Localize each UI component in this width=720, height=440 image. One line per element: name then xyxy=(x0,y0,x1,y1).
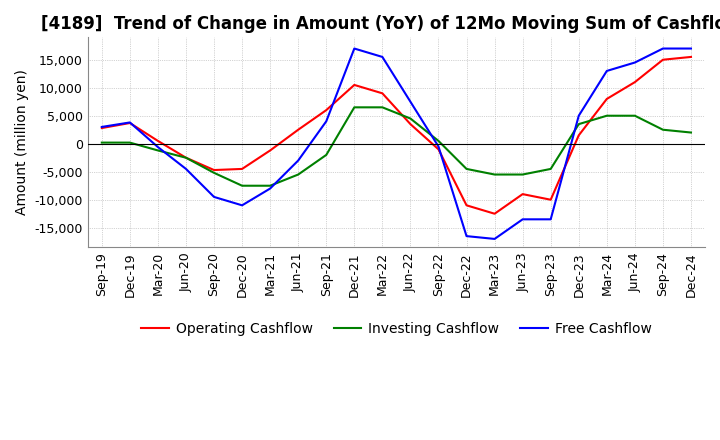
Investing Cashflow xyxy=(518,172,527,177)
Investing Cashflow xyxy=(266,183,274,188)
Operating Cashflow xyxy=(350,82,359,88)
Free Cashflow xyxy=(294,158,302,163)
Line: Operating Cashflow: Operating Cashflow xyxy=(102,57,691,214)
Investing Cashflow xyxy=(350,105,359,110)
Investing Cashflow xyxy=(294,172,302,177)
Investing Cashflow xyxy=(434,138,443,143)
Investing Cashflow xyxy=(210,170,218,176)
Free Cashflow xyxy=(603,68,611,73)
Investing Cashflow xyxy=(603,113,611,118)
Operating Cashflow xyxy=(181,155,190,160)
Free Cashflow xyxy=(125,120,134,125)
Line: Investing Cashflow: Investing Cashflow xyxy=(102,107,691,186)
Free Cashflow xyxy=(575,113,583,118)
Operating Cashflow xyxy=(546,197,555,202)
Line: Free Cashflow: Free Cashflow xyxy=(102,48,691,239)
Free Cashflow xyxy=(406,99,415,104)
Operating Cashflow xyxy=(238,166,246,172)
Investing Cashflow xyxy=(406,116,415,121)
Operating Cashflow xyxy=(322,107,330,113)
Free Cashflow xyxy=(462,234,471,239)
Investing Cashflow xyxy=(378,105,387,110)
Operating Cashflow xyxy=(294,127,302,132)
Free Cashflow xyxy=(153,144,162,150)
Free Cashflow xyxy=(378,54,387,59)
Operating Cashflow xyxy=(490,211,499,216)
Free Cashflow xyxy=(97,124,106,129)
Operating Cashflow xyxy=(518,191,527,197)
Investing Cashflow xyxy=(575,121,583,127)
Operating Cashflow xyxy=(631,80,639,85)
Free Cashflow xyxy=(350,46,359,51)
Operating Cashflow xyxy=(266,148,274,153)
Legend: Operating Cashflow, Investing Cashflow, Free Cashflow: Operating Cashflow, Investing Cashflow, … xyxy=(135,316,657,341)
Free Cashflow xyxy=(210,194,218,200)
Investing Cashflow xyxy=(97,140,106,145)
Operating Cashflow xyxy=(153,138,162,143)
Free Cashflow xyxy=(266,186,274,191)
Operating Cashflow xyxy=(687,54,696,59)
Title: [4189]  Trend of Change in Amount (YoY) of 12Mo Moving Sum of Cashflows: [4189] Trend of Change in Amount (YoY) o… xyxy=(41,15,720,33)
Operating Cashflow xyxy=(575,133,583,138)
Operating Cashflow xyxy=(378,91,387,96)
Operating Cashflow xyxy=(434,147,443,152)
Investing Cashflow xyxy=(659,127,667,132)
Investing Cashflow xyxy=(687,130,696,135)
Operating Cashflow xyxy=(125,121,134,126)
Investing Cashflow xyxy=(153,148,162,153)
Free Cashflow xyxy=(322,119,330,124)
Free Cashflow xyxy=(238,203,246,208)
Operating Cashflow xyxy=(659,57,667,62)
Investing Cashflow xyxy=(462,166,471,172)
Investing Cashflow xyxy=(546,166,555,172)
Free Cashflow xyxy=(687,46,696,51)
Operating Cashflow xyxy=(603,96,611,102)
Free Cashflow xyxy=(659,46,667,51)
Investing Cashflow xyxy=(322,152,330,158)
Investing Cashflow xyxy=(631,113,639,118)
Y-axis label: Amount (million yen): Amount (million yen) xyxy=(15,70,29,215)
Operating Cashflow xyxy=(97,125,106,131)
Investing Cashflow xyxy=(490,172,499,177)
Investing Cashflow xyxy=(181,155,190,160)
Free Cashflow xyxy=(434,144,443,149)
Free Cashflow xyxy=(490,236,499,242)
Operating Cashflow xyxy=(462,203,471,208)
Free Cashflow xyxy=(631,60,639,65)
Free Cashflow xyxy=(546,216,555,222)
Operating Cashflow xyxy=(406,121,415,127)
Operating Cashflow xyxy=(210,167,218,172)
Free Cashflow xyxy=(181,166,190,172)
Investing Cashflow xyxy=(238,183,246,188)
Investing Cashflow xyxy=(125,140,134,145)
Free Cashflow xyxy=(518,216,527,222)
